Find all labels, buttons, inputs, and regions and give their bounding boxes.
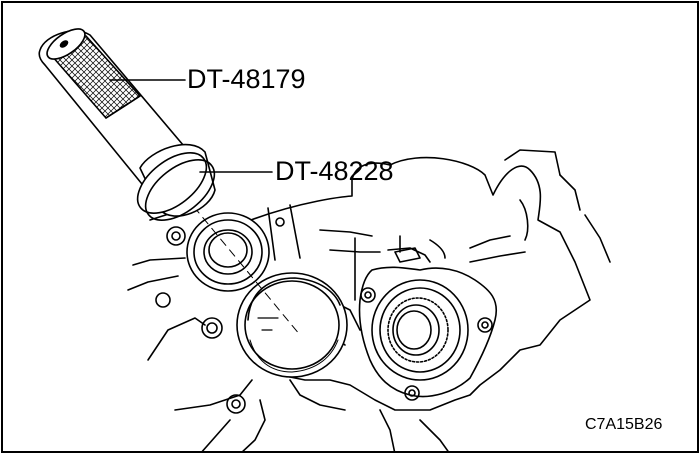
seal-ring: [186, 212, 270, 292]
figure-code: C7A15B26: [585, 416, 663, 433]
bearing-housing: [358, 266, 497, 401]
callout-label-dt-48228: DT-48228: [275, 156, 394, 186]
transmission-case: [127, 149, 611, 451]
callout-label-dt-48179: DT-48179: [187, 64, 306, 94]
installer-adapter: [136, 143, 216, 221]
